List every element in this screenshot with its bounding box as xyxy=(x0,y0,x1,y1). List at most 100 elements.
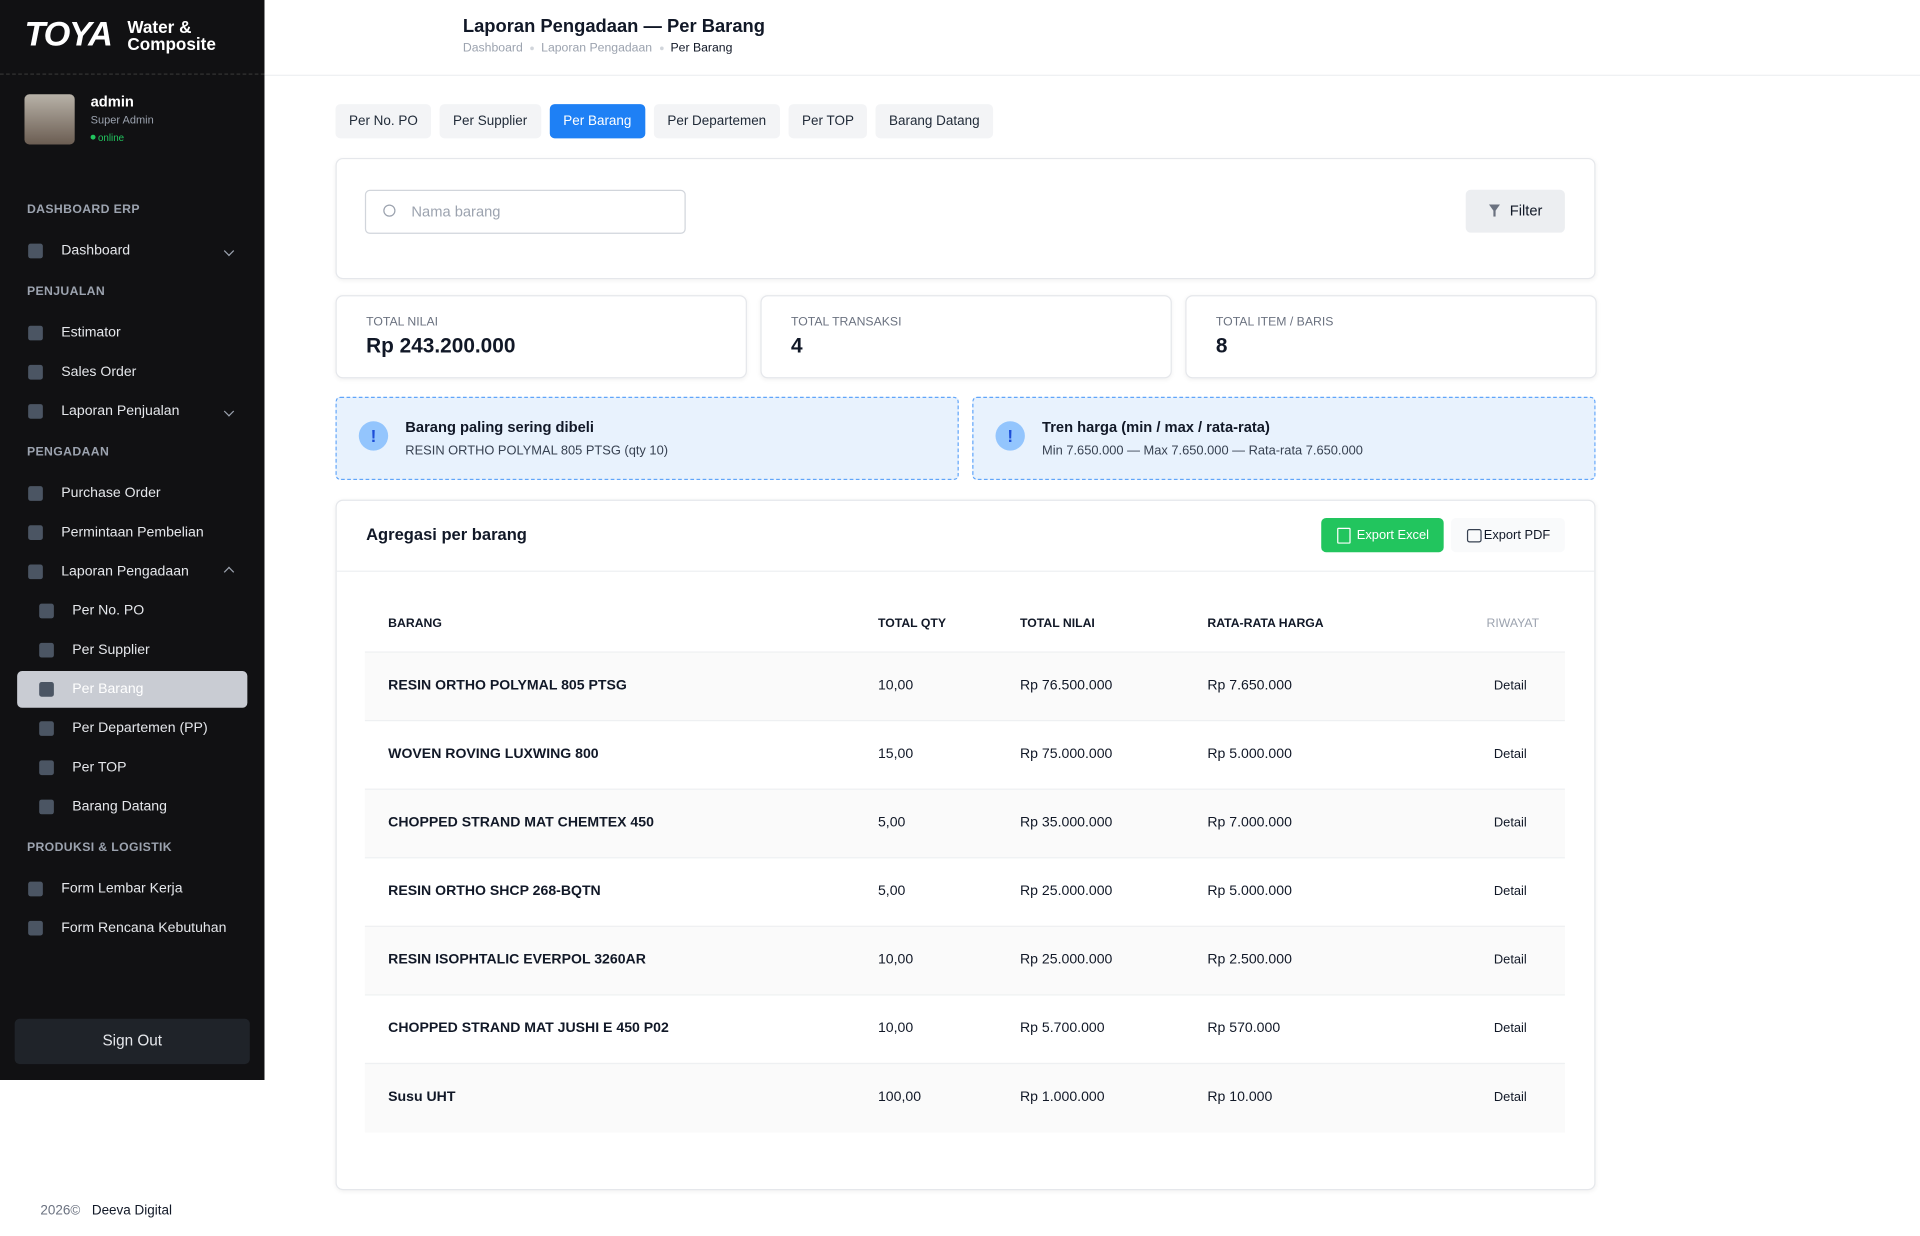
stat-value: 8 xyxy=(1215,334,1228,358)
user-status: online xyxy=(97,132,125,144)
nav-label: Form Lembar Kerja xyxy=(61,881,183,897)
cell: 10,00 xyxy=(877,952,914,968)
nav-section-title: PENJUALAN xyxy=(26,285,106,299)
nav-icon xyxy=(28,920,43,936)
nav-icon xyxy=(28,325,43,341)
cell: Rp 76.500.000 xyxy=(1020,678,1113,694)
nav-icon xyxy=(39,721,54,736)
cell: Rp 25.000.000 xyxy=(1020,952,1113,968)
cell: Rp 2.500.000 xyxy=(1207,952,1292,968)
tab[interactable]: Per No. PO xyxy=(335,104,432,139)
cell: CHOPPED STRAND MAT CHEMTEX 450 xyxy=(388,815,654,831)
export-excel-button[interactable]: Export Excel xyxy=(1321,517,1444,553)
nav-item[interactable]: Purchase Order xyxy=(17,475,247,512)
export-pdf-label: Export PDF xyxy=(1483,527,1551,543)
sidebar: TOYA Water & Composite admin Super Admin… xyxy=(0,0,265,1081)
nav-label: Estimator xyxy=(61,325,121,341)
filter-icon xyxy=(1488,204,1501,217)
tab[interactable]: Per Departemen xyxy=(653,104,780,139)
nav-section-title: PRODUKSI & LOGISTIK xyxy=(26,841,173,855)
cell: Rp 10.000 xyxy=(1207,1089,1273,1105)
nav-sub-item[interactable]: Per Supplier xyxy=(17,632,247,669)
brand-sub: Water & Composite xyxy=(127,17,216,54)
user-name: admin xyxy=(90,93,134,111)
breadcrumb-item: Per Barang xyxy=(670,41,733,56)
search-input[interactable]: Nama barang xyxy=(364,189,686,234)
nav-sub-item[interactable]: Per No. PO xyxy=(17,593,247,630)
print-icon xyxy=(1466,528,1482,543)
nav-item[interactable]: Estimator xyxy=(17,315,247,352)
breadcrumb-item[interactable]: Laporan Pengadaan xyxy=(541,41,653,56)
table-row: RESIN ORTHO SHCP 268-BQTN 5,00 Rp 25.000.0… xyxy=(364,857,1565,927)
detail-link[interactable]: Detail xyxy=(1493,1089,1527,1105)
cell: CHOPPED STRAND MAT JUSHI E 450 P02 xyxy=(388,1021,669,1036)
chevron xyxy=(223,245,235,257)
tab[interactable]: Per TOP xyxy=(788,104,868,139)
detail-link[interactable]: Detail xyxy=(1493,884,1527,899)
cell: Rp 7.000.000 xyxy=(1207,815,1292,831)
status-dot xyxy=(90,134,96,140)
nav-section-title: DASHBOARD ERP xyxy=(26,203,140,217)
page-title: Laporan Pengadaan — Per Barang xyxy=(462,15,765,37)
cell: 5,00 xyxy=(877,815,906,831)
detail-link[interactable]: Detail xyxy=(1493,678,1527,694)
cell: RESIN ORTHO POLYMAL 805 PTSG xyxy=(388,678,627,694)
tab[interactable]: Per Supplier xyxy=(439,104,541,139)
filter-label: Filter xyxy=(1509,202,1543,220)
tab[interactable]: Per Barang xyxy=(549,104,645,139)
nav-section-title: PENGADAAN xyxy=(26,445,110,460)
detail-link[interactable]: Detail xyxy=(1493,1021,1527,1036)
info-title: Barang paling sering dibeli xyxy=(405,418,594,436)
export-pdf-button[interactable]: Export PDF xyxy=(1451,517,1565,553)
nav-item[interactable]: Form Rencana Kebutuhan xyxy=(17,910,247,947)
nav-sub-item[interactable]: Per Barang xyxy=(17,671,248,708)
nav-sub-item[interactable]: Per Departemen (PP) xyxy=(17,710,247,747)
nav-sub-item[interactable]: Per TOP xyxy=(17,749,247,786)
table-row: CHOPPED STRAND MAT CHEMTEX 450 5,00 Rp 35.… xyxy=(364,788,1565,859)
nav-icon xyxy=(28,364,43,380)
cell: 15,00 xyxy=(877,746,914,762)
detail-link[interactable]: Detail xyxy=(1493,952,1527,968)
info-icon: ! xyxy=(358,421,389,451)
sign-out-button[interactable]: Sign Out xyxy=(14,1018,250,1065)
nav-sub-item[interactable]: Barang Datang xyxy=(17,789,247,826)
stat-label: TOTAL NILAI xyxy=(366,315,439,330)
cell: RESIN ORTHO SHCP 268-BQTN xyxy=(388,884,601,899)
nav-icon xyxy=(28,525,43,541)
info-box: ! Barang paling sering dibeli RESIN ORTHO … xyxy=(335,396,959,481)
search-icon xyxy=(383,204,396,217)
filter-button[interactable]: Filter xyxy=(1465,189,1565,233)
nav-item[interactable]: Sales Order xyxy=(17,354,247,391)
nav-item[interactable]: Form Lembar Kerja xyxy=(17,871,247,908)
stat-card: TOTAL TRANSAKSI 4 xyxy=(760,295,1172,379)
nav-sub-label: Per Departemen (PP) xyxy=(72,721,208,736)
excel-icon xyxy=(1337,527,1351,544)
nav-label: Laporan Penjualan xyxy=(61,404,180,419)
export-excel-label: Export Excel xyxy=(1356,527,1429,543)
column-header: BARANG xyxy=(388,617,442,631)
detail-link[interactable]: Detail xyxy=(1493,815,1527,831)
nav-item[interactable]: Laporan Penjualan xyxy=(17,393,247,430)
breadcrumb-item[interactable]: Dashboard xyxy=(462,41,523,56)
nav-sub-label: Per TOP xyxy=(72,760,127,776)
nav-item[interactable]: Dashboard xyxy=(17,233,247,270)
nav-item[interactable]: Laporan Pengadaan xyxy=(17,553,247,590)
cell: Rp 5.000.000 xyxy=(1207,746,1292,762)
detail-link[interactable]: Detail xyxy=(1493,746,1527,762)
nav-icon xyxy=(39,760,54,776)
nav-icon xyxy=(39,642,54,658)
nav-icon xyxy=(28,486,43,501)
nav-label: Form Rencana Kebutuhan xyxy=(61,920,227,936)
cell: RESIN ISOPHTALIC EVERPOL 3260AR xyxy=(388,952,646,968)
column-header: TOTAL QTY xyxy=(877,617,946,631)
nav-icon xyxy=(28,243,43,259)
stat-value: Rp 243.200.000 xyxy=(366,334,516,358)
nav-icon xyxy=(28,404,43,419)
nav-item[interactable]: Permintaan Pembelian xyxy=(17,514,247,551)
brand: TOYA xyxy=(24,14,112,53)
info-icon: ! xyxy=(995,421,1025,451)
tab[interactable]: Barang Datang xyxy=(875,104,994,139)
footer-year: 2026© xyxy=(40,1203,81,1219)
